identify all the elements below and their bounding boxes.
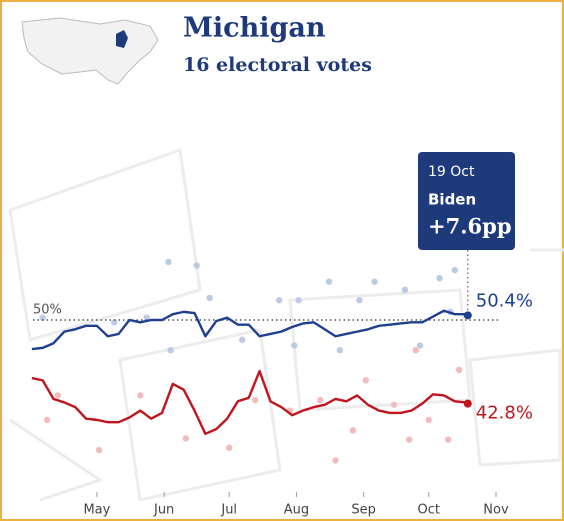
poll-dot (371, 278, 378, 285)
poll-dot (165, 258, 172, 266)
poll-dot (43, 416, 51, 424)
x-tick-label: May (83, 503, 110, 518)
poll-dot (332, 457, 339, 464)
poll-dot (95, 446, 103, 454)
poll-dot (206, 294, 213, 302)
watermark (8, 147, 564, 502)
poll-dot (445, 436, 452, 443)
end-label: 42.8% (476, 403, 533, 424)
poll-dot (401, 286, 409, 294)
poll-dot (425, 416, 432, 424)
series-line (31, 369, 469, 436)
poll-dot (451, 266, 458, 274)
x-tick-label: Sep (351, 503, 376, 518)
poll-dot (390, 401, 398, 408)
poll-dot (143, 314, 150, 321)
poll-dot (239, 336, 246, 343)
x-tick-label: Jun (153, 503, 174, 518)
poll-dot (193, 262, 200, 269)
us-map (21, 17, 159, 85)
poll-dot (252, 396, 259, 404)
annotation-date: 19 Oct (428, 164, 475, 180)
x-tick-label: Aug (284, 503, 309, 518)
x-tick-label: Jul (220, 503, 237, 518)
poll-dot (325, 278, 333, 285)
annotation-name: Biden (428, 191, 476, 209)
poll-dot (54, 392, 62, 399)
poll-dot (137, 392, 144, 399)
end-dot (463, 399, 472, 408)
poll-dot (406, 436, 413, 443)
poll-dot (291, 342, 298, 349)
poll-dot (295, 297, 302, 304)
end-dot (463, 311, 472, 320)
y-tick-label: 50% (33, 303, 62, 318)
x-tick-label: Nov (483, 503, 509, 518)
poll-dot (416, 342, 424, 349)
poll-dot (111, 319, 118, 326)
poll-dot (275, 297, 283, 304)
poll-dot (317, 396, 324, 404)
poll-dot (226, 444, 233, 451)
series-line (31, 309, 469, 351)
poll-dot (336, 346, 344, 354)
poll-dot (362, 377, 370, 384)
poll-dot (455, 366, 463, 374)
annotation-box (418, 152, 515, 250)
poll-dot (349, 427, 357, 434)
poll-dot (167, 346, 174, 354)
poll-dot (182, 435, 190, 442)
chart-title: Michigan (183, 13, 326, 44)
poll-dot (412, 346, 419, 354)
annotation-lead: +7.6pp (428, 214, 512, 239)
chart-subtitle: 16 electoral votes (183, 54, 372, 76)
x-tick-label: Oct (418, 503, 440, 518)
end-label: 50.4% (476, 290, 533, 311)
poll-dot (436, 274, 443, 282)
poll-dot (356, 297, 363, 304)
poll-dot (39, 314, 46, 321)
